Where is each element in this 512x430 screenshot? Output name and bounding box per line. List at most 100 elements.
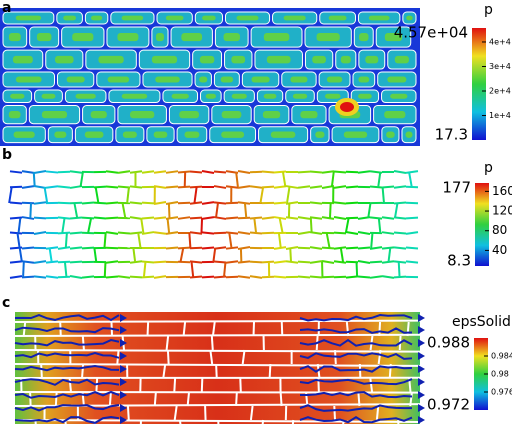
crack [393, 201, 407, 205]
crack [165, 185, 179, 189]
crack [215, 363, 218, 379]
block-core [406, 15, 413, 21]
colorbar-tick-label: 80 [492, 223, 507, 237]
block-core [98, 55, 124, 64]
block-core [91, 15, 103, 21]
crack [40, 363, 43, 379]
crack [141, 170, 155, 174]
crack [309, 260, 323, 264]
crack [33, 231, 47, 235]
block-core [405, 131, 413, 138]
block-core [384, 33, 403, 42]
flow-arrow [14, 338, 120, 347]
block-core [36, 33, 52, 42]
flow-arrow [14, 365, 120, 372]
crack [81, 363, 85, 379]
block-core [328, 15, 347, 21]
crack [129, 185, 143, 189]
crack [357, 275, 371, 279]
crack [69, 260, 83, 264]
crack [126, 405, 130, 421]
crack [179, 247, 185, 263]
colorbar-tick-label: 3e+4 [489, 62, 511, 71]
block-core [326, 76, 343, 83]
crack [213, 170, 227, 174]
crack [137, 232, 142, 249]
crack [189, 231, 203, 235]
crack [105, 201, 119, 205]
arrow-head [418, 378, 425, 386]
colorbar-range-label: 4.57e+04 [394, 24, 468, 42]
crack [285, 216, 299, 220]
crack [45, 185, 59, 189]
block-core [90, 110, 107, 119]
crack [173, 377, 177, 393]
colorbar-tick-label: 40 [492, 243, 507, 257]
block-core [231, 55, 246, 64]
crack [405, 170, 419, 174]
crack [241, 349, 246, 365]
block-core [358, 93, 372, 99]
flow-arrow [299, 313, 413, 322]
colorbar-tick-label: 160 [492, 184, 512, 198]
block-core [290, 76, 308, 83]
colorbar-range-label: 8.3 [447, 252, 471, 270]
crack [105, 275, 119, 279]
crack [225, 231, 239, 235]
crack [393, 231, 407, 235]
colorbar-range-label: 0.972 [427, 396, 470, 414]
block-core [122, 131, 137, 138]
crack [201, 231, 215, 235]
block-core [205, 93, 216, 99]
crack [201, 275, 215, 279]
crack [9, 275, 23, 279]
block-core [153, 131, 168, 138]
crack [126, 186, 130, 204]
colorbar-title: p [484, 160, 493, 176]
crack [213, 260, 227, 264]
arrow-head [418, 391, 425, 399]
crack [57, 185, 71, 189]
crack [297, 216, 311, 220]
crack [291, 419, 295, 430]
crack [105, 216, 119, 220]
crack [29, 391, 32, 407]
crack [279, 391, 283, 407]
crack [249, 260, 263, 264]
block-core [384, 110, 406, 119]
crack [339, 247, 345, 263]
crack [93, 201, 107, 205]
arrow-head [418, 339, 425, 347]
block-core [66, 76, 85, 83]
crack [177, 246, 191, 250]
crack [280, 321, 284, 337]
crack [8, 186, 13, 204]
crack [14, 333, 421, 337]
crack [370, 232, 374, 249]
colorbar-title: epsSolid [452, 314, 511, 330]
flow-arrow [14, 314, 120, 322]
crack [87, 217, 93, 234]
block-core [84, 131, 104, 138]
crack [29, 202, 33, 219]
crack [211, 321, 216, 337]
crack [261, 170, 275, 174]
crack [81, 216, 95, 220]
block-core [325, 93, 341, 99]
crack [309, 216, 323, 220]
flow-arrow [299, 416, 413, 424]
arrow-head [120, 314, 127, 322]
crack [237, 231, 251, 235]
crack [69, 170, 83, 174]
crack [93, 419, 97, 430]
crack [68, 377, 72, 393]
crack [273, 201, 287, 205]
colorbar-tick-label: 4e+4 [489, 37, 511, 46]
crack [63, 261, 68, 278]
crack [309, 217, 313, 234]
block-core [117, 33, 139, 42]
flow-arrow [299, 378, 413, 386]
crack [357, 170, 371, 174]
flow-arrow [14, 404, 120, 412]
crack [153, 231, 167, 235]
